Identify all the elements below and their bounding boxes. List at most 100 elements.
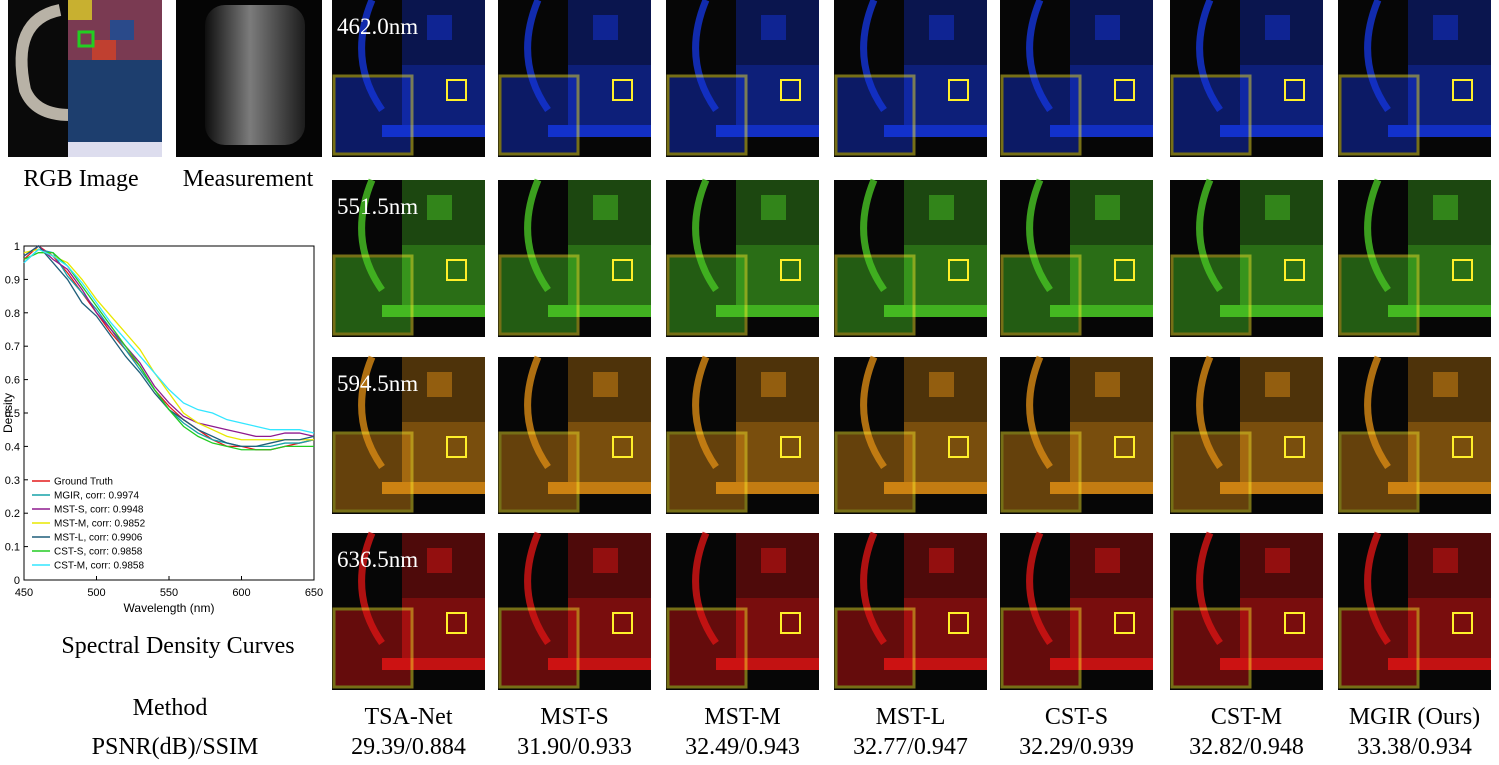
x-tick-label: 550 <box>160 587 178 599</box>
legend-label: CST-S, corr: 0.9858 <box>54 547 143 558</box>
zoom-inset <box>1338 74 1420 156</box>
mug-base <box>1388 658 1491 670</box>
zoom-inset <box>332 254 414 336</box>
legend-label: MST-S, corr: 0.9948 <box>54 505 144 516</box>
reconstruction-image <box>332 355 485 514</box>
mug-base <box>1050 658 1153 670</box>
mug-handle <box>524 0 551 113</box>
reconstruction-image <box>1170 355 1323 514</box>
input-label: RGB Image <box>23 166 138 192</box>
legend-label: MGIR, corr: 0.9974 <box>54 491 139 502</box>
reconstruction-image <box>1000 531 1153 690</box>
pattern <box>929 15 954 40</box>
header-label: PSNR(dB)/SSIM <box>92 734 259 760</box>
mug-base <box>884 482 987 494</box>
reconstruction-image <box>498 0 651 157</box>
mug-base <box>1220 658 1323 670</box>
pattern <box>427 548 452 573</box>
mug-body <box>402 422 485 482</box>
mug-handle <box>692 531 719 646</box>
reconstruction-image <box>1338 178 1491 337</box>
mug-base <box>1050 482 1153 494</box>
pattern <box>1265 195 1290 220</box>
mug-handle <box>524 178 551 293</box>
zoom-box <box>780 612 801 634</box>
measurement <box>176 0 322 157</box>
zoom-inset <box>1170 431 1252 513</box>
mug-body <box>568 598 651 658</box>
mug-handle <box>1026 178 1053 293</box>
input-label: Measurement <box>183 166 314 192</box>
pattern <box>1433 372 1458 397</box>
zoom-box <box>1452 259 1473 281</box>
method-name: TSA-Net <box>365 704 453 730</box>
zoom-box <box>1284 436 1305 458</box>
zoom-inset <box>1170 607 1252 689</box>
zoom-inset <box>834 431 916 513</box>
pattern <box>593 195 618 220</box>
mug-base <box>382 482 485 494</box>
pattern <box>1095 195 1120 220</box>
zoom-inset <box>332 74 414 156</box>
mug-body <box>568 245 651 305</box>
mug-handle <box>860 355 887 470</box>
zoom-box <box>1284 259 1305 281</box>
mug-handle <box>1364 178 1391 293</box>
zoom-inset <box>332 431 414 513</box>
method-name: CST-M <box>1211 704 1282 730</box>
pattern <box>593 372 618 397</box>
y-tick-label: 0.3 <box>5 475 20 487</box>
mug-handle <box>358 355 385 470</box>
y-tick-label: 0.2 <box>5 508 20 520</box>
header-label: Method <box>133 695 208 721</box>
legend-label: MST-M, corr: 0.9852 <box>54 519 146 530</box>
mug-base <box>716 658 819 670</box>
mug-base <box>1388 125 1491 137</box>
mug-base <box>1388 482 1491 494</box>
pattern <box>1433 548 1458 573</box>
mug-handle <box>860 0 887 113</box>
method-score: 31.90/0.933 <box>517 734 632 760</box>
reconstruction-image <box>666 531 819 690</box>
pattern <box>1095 15 1120 40</box>
mug-handle <box>1196 0 1223 113</box>
y-tick-label: 0.6 <box>5 375 20 387</box>
mug-handle <box>692 355 719 470</box>
reconstruction-image <box>1338 355 1491 514</box>
zoom-inset <box>1000 607 1082 689</box>
method-name: MGIR (Ours) <box>1349 704 1480 730</box>
reconstruction-image <box>834 531 987 690</box>
method-score: 32.77/0.947 <box>853 734 968 760</box>
zoom-box <box>446 436 467 458</box>
reconstruction-image <box>1170 531 1323 690</box>
mug-handle <box>1026 531 1053 646</box>
pattern <box>929 195 954 220</box>
method-name: MST-S <box>540 704 608 730</box>
zoom-box <box>1114 612 1135 634</box>
x-tick-label: 500 <box>87 587 105 599</box>
image-grid: 462.0nm 551.5nm 594.5nm 636.5nm TSA-Net 29.39… <box>332 0 1491 760</box>
zoom-box <box>446 259 467 281</box>
mug-body <box>1240 422 1323 482</box>
mug-base <box>1050 125 1153 137</box>
pattern <box>427 15 452 40</box>
zoom-inset <box>1000 254 1082 336</box>
mug-body <box>1070 598 1153 658</box>
zoom-inset <box>498 74 580 156</box>
wavelength-label: 551.5nm <box>337 194 418 219</box>
mug-body <box>402 65 485 125</box>
pattern <box>593 15 618 40</box>
mug-body <box>1408 245 1491 305</box>
reconstruction-image <box>498 178 651 337</box>
method-name: MST-M <box>704 704 780 730</box>
pattern <box>761 15 786 40</box>
y-tick-label: 0.7 <box>5 341 20 353</box>
mug-handle <box>1196 531 1223 646</box>
zoom-box <box>1452 79 1473 101</box>
pattern <box>761 548 786 573</box>
mug-body <box>736 422 819 482</box>
mug-body <box>1408 598 1491 658</box>
series-line <box>23 248 314 441</box>
zoom-inset <box>1000 431 1082 513</box>
